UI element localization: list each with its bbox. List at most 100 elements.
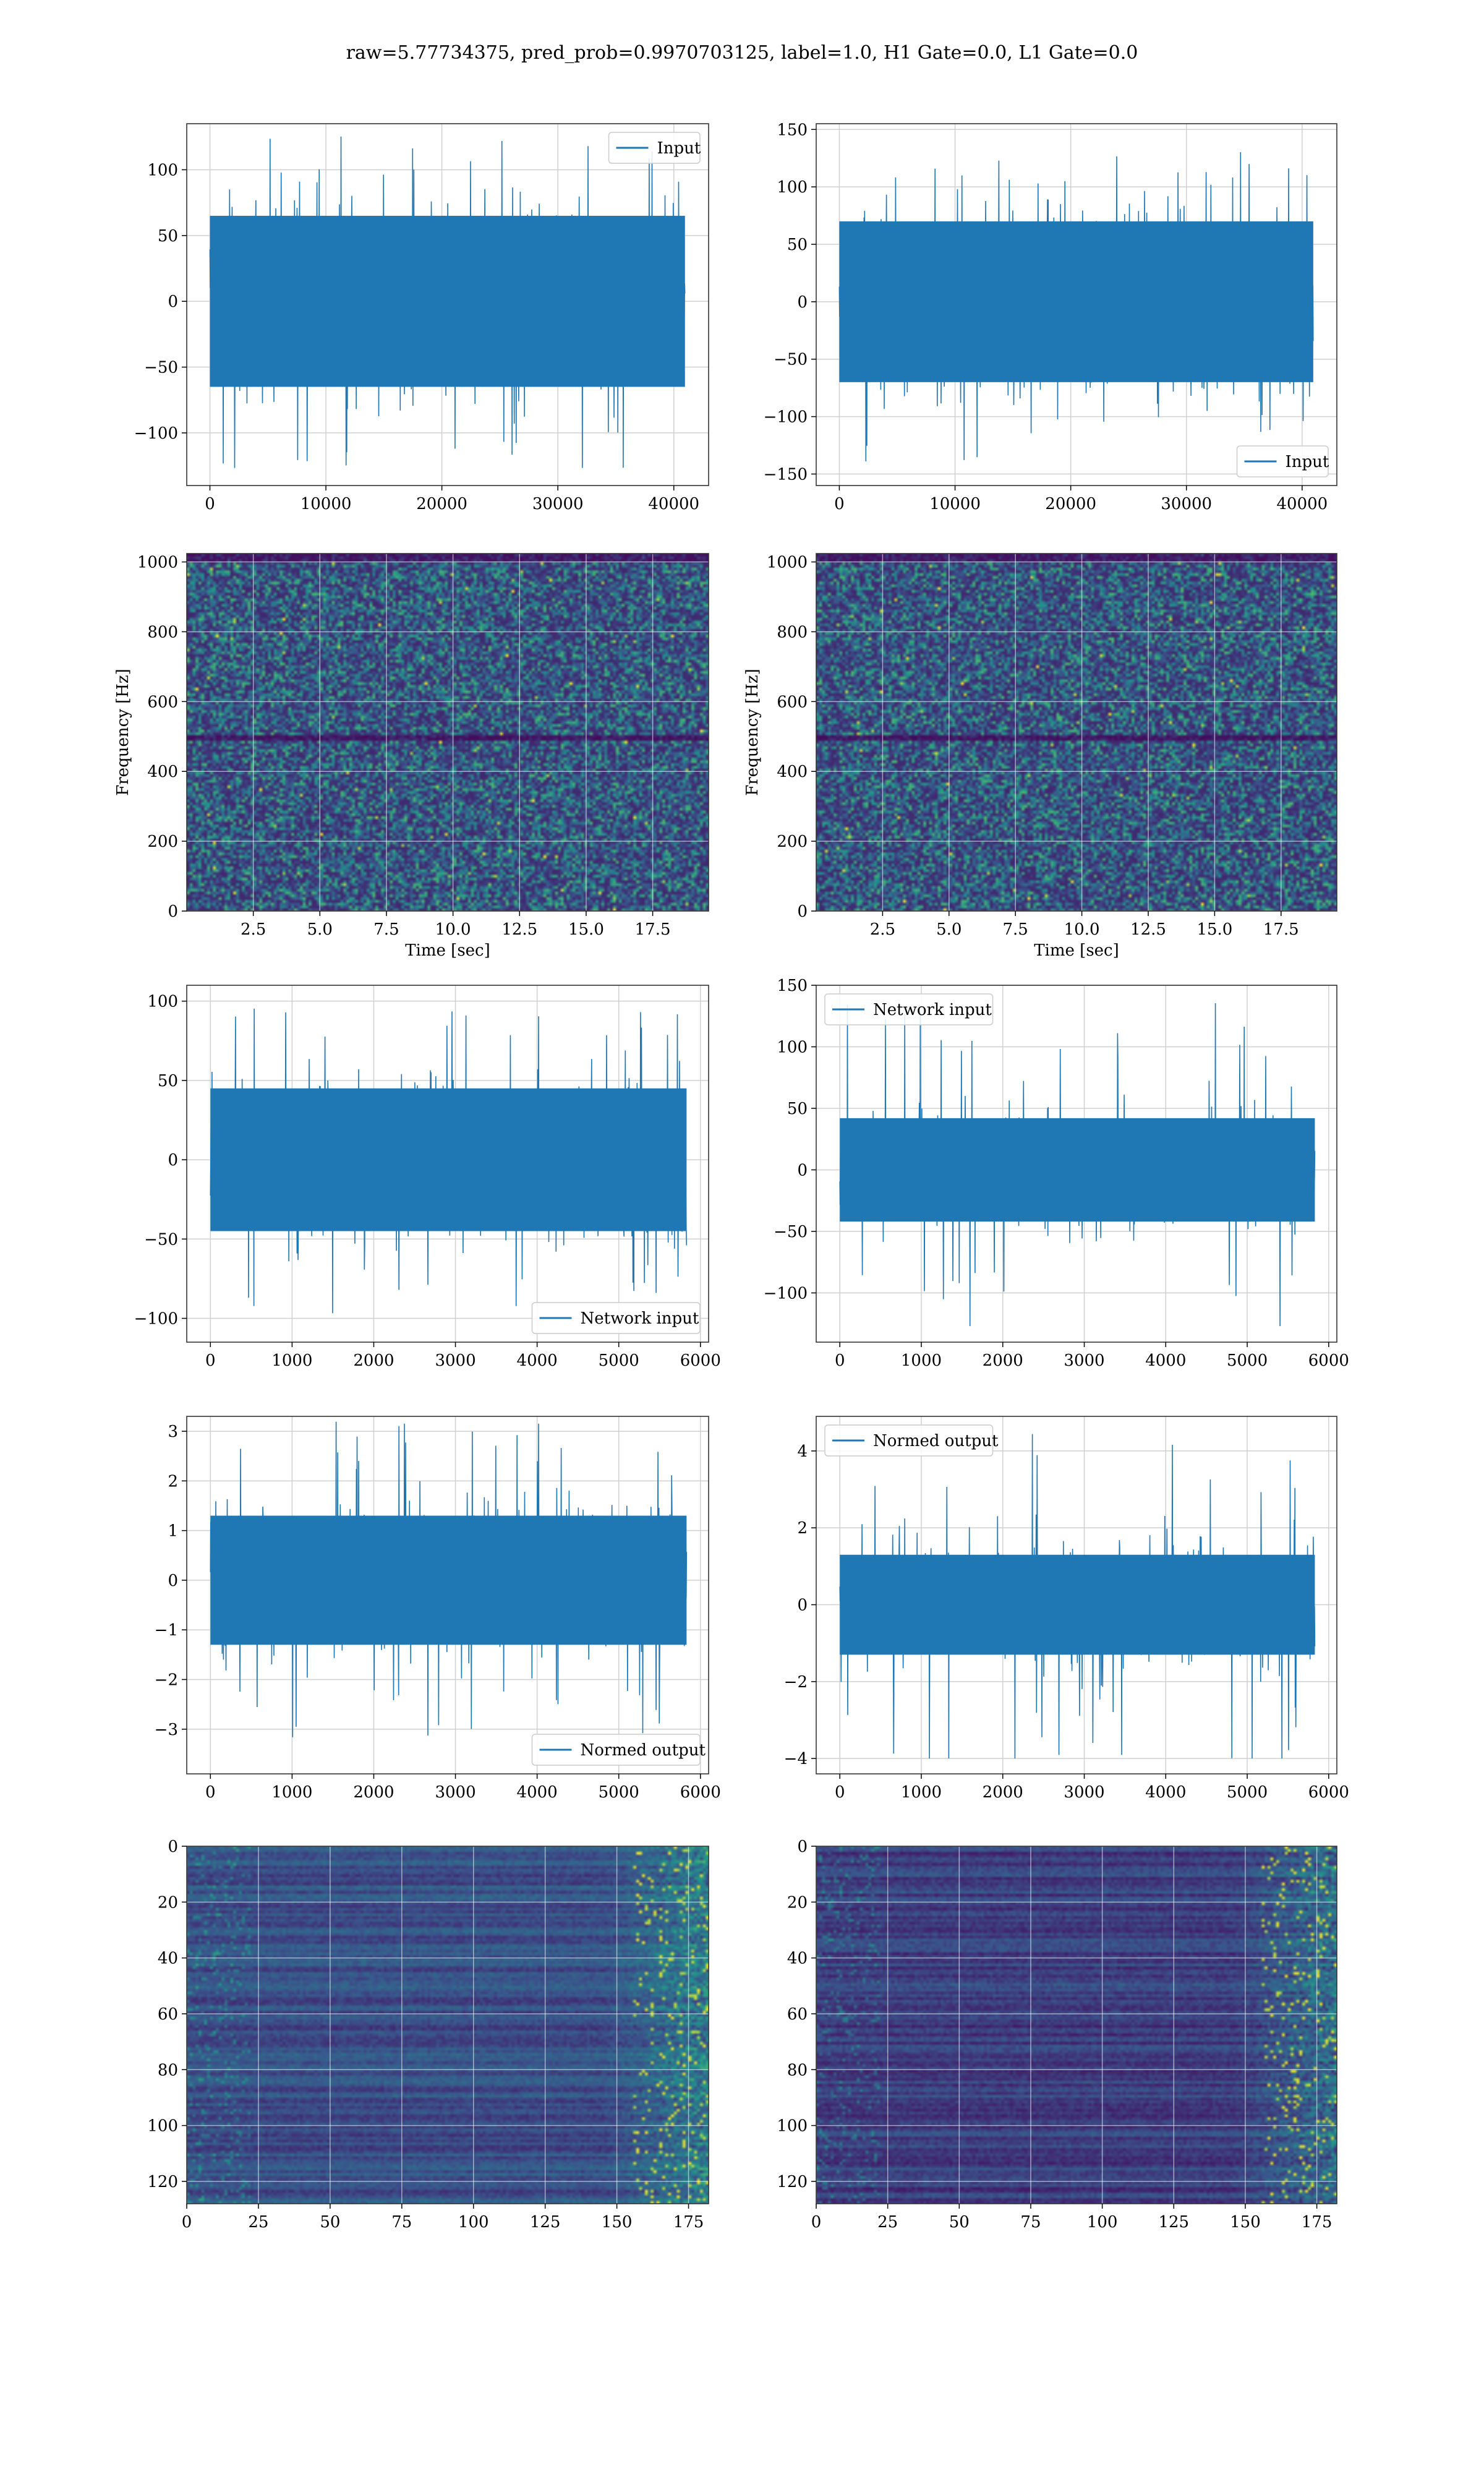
x-tick-label: 125 bbox=[1158, 2213, 1189, 2232]
tick-labels: 2.5 5.0 7.5 10.0 12.5 15.0 17.5 0 200 400 600 800 10… bbox=[137, 554, 671, 939]
x-tick-label: 4000 bbox=[1145, 1351, 1186, 1370]
y-tick-label: 600 bbox=[147, 693, 178, 711]
y-tick-label: 100 bbox=[147, 161, 178, 179]
x-tick-label: 15.0 bbox=[568, 920, 604, 939]
y-tick-label: 400 bbox=[147, 763, 178, 781]
axes-frame bbox=[186, 553, 709, 912]
legend: Network input bbox=[824, 993, 994, 1025]
x-tick-label: 6000 bbox=[1308, 1351, 1349, 1370]
x-tick-label: 2000 bbox=[353, 1783, 394, 1802]
y-axis-label: Frequency [Hz] bbox=[114, 669, 132, 796]
x-tick-label: 5000 bbox=[1227, 1351, 1268, 1370]
axes-frame bbox=[816, 123, 1337, 486]
axes-frame bbox=[186, 123, 709, 486]
tick-labels: 0 10000 20000 30000 40000 −150 −100 −50 0 50 100 15… bbox=[764, 121, 1328, 513]
x-tick-label: 5.0 bbox=[936, 920, 962, 939]
x-tick-label: 3000 bbox=[435, 1783, 475, 1802]
x-tick-label: 10.0 bbox=[435, 920, 471, 939]
x-tick-label: 5000 bbox=[599, 1351, 639, 1370]
chart-panel-p3: 2.5 5.0 7.5 10.0 12.5 15.0 17.5 0 200 400 600 800 10… bbox=[114, 553, 709, 960]
legend: Normed output bbox=[824, 1424, 999, 1457]
x-tick-label: 175 bbox=[673, 2213, 704, 2232]
tick-labels: 0 1000 2000 3000 4000 5000 6000 −100 −50 0 50 100 15… bbox=[764, 977, 1349, 1370]
x-tick-label: 2000 bbox=[983, 1783, 1023, 1802]
axes-frame bbox=[816, 553, 1337, 912]
x-tick-label: 30000 bbox=[532, 495, 584, 513]
tick-labels: 0 10000 20000 30000 40000 −100 −50 0 50 100 bbox=[134, 161, 700, 513]
y-tick-label: 0 bbox=[168, 902, 178, 921]
grid-lines bbox=[187, 554, 709, 912]
y-tick-label: −50 bbox=[144, 1230, 178, 1249]
y-tick-label: 50 bbox=[158, 227, 178, 246]
legend-box bbox=[608, 132, 701, 164]
x-tick-label: 4000 bbox=[517, 1351, 558, 1370]
y-tick-label: 50 bbox=[787, 1100, 808, 1118]
legend-label: Network input bbox=[581, 1309, 699, 1328]
y-tick-label: 0 bbox=[168, 293, 178, 311]
x-tick-label: 1000 bbox=[271, 1783, 312, 1802]
x-tick-label: 3000 bbox=[435, 1351, 475, 1370]
y-tick-label: 0 bbox=[797, 293, 808, 312]
x-tick-label: 3000 bbox=[1064, 1783, 1104, 1802]
y-tick-label: −50 bbox=[774, 351, 808, 369]
figure-title: raw=5.77734375, pred_prob=0.9970703125, … bbox=[346, 42, 1138, 64]
x-axis-label: Time [sec] bbox=[405, 941, 490, 960]
x-tick-label: 0 bbox=[835, 1351, 845, 1370]
legend-label: Input bbox=[657, 139, 701, 158]
y-tick-label: −100 bbox=[764, 408, 808, 427]
y-tick-label: −4 bbox=[784, 1750, 808, 1768]
x-tick-label: 10.0 bbox=[1064, 920, 1100, 939]
y-tick-label: −1 bbox=[155, 1621, 178, 1640]
series-band bbox=[840, 1554, 1315, 1655]
y-tick-label: 120 bbox=[777, 2173, 808, 2191]
y-tick-label: 100 bbox=[147, 993, 178, 1011]
y-tick-label: 1000 bbox=[767, 554, 808, 572]
heatmap-image bbox=[187, 1846, 709, 2204]
x-tick-label: 40000 bbox=[1277, 495, 1328, 513]
y-tick-label: −50 bbox=[774, 1223, 808, 1241]
x-tick-label: 6000 bbox=[680, 1351, 721, 1370]
legend-label: Input bbox=[1286, 453, 1329, 471]
y-tick-label: −150 bbox=[764, 465, 808, 484]
legend-box bbox=[531, 1734, 701, 1766]
x-tick-label: 50 bbox=[949, 2213, 970, 2232]
y-tick-label: 200 bbox=[777, 833, 808, 851]
x-tick-label: 25 bbox=[248, 2213, 268, 2232]
y-tick-label: 150 bbox=[777, 121, 808, 139]
x-tick-label: 4000 bbox=[517, 1783, 558, 1802]
x-tick-label: 7.5 bbox=[1003, 920, 1028, 939]
y-tick-label: 40 bbox=[787, 1950, 808, 1968]
x-tick-label: 0 bbox=[205, 495, 215, 513]
y-tick-label: 40 bbox=[158, 1950, 178, 1968]
x-tick-label: 175 bbox=[1302, 2213, 1333, 2232]
x-tick-label: 0 bbox=[205, 1783, 216, 1802]
chart-panel-p2: Input 0 10000 20000 30000 40000 −150 −100 −50 0 50… bbox=[764, 121, 1337, 513]
y-tick-label: 800 bbox=[777, 623, 808, 641]
x-tick-label: 10000 bbox=[929, 495, 981, 513]
y-tick-label: 1000 bbox=[137, 554, 178, 572]
x-tick-label: 150 bbox=[1230, 2213, 1261, 2232]
heatmap-image bbox=[816, 1846, 1337, 2204]
legend-label: Normed output bbox=[873, 1432, 999, 1450]
axes-frame bbox=[186, 985, 709, 1343]
tick-labels: 2.5 5.0 7.5 10.0 12.5 15.0 17.5 0 200 400 600 800 10… bbox=[767, 554, 1299, 939]
y-tick-label: 80 bbox=[787, 2061, 808, 2079]
chart-panel-p4: 2.5 5.0 7.5 10.0 12.5 15.0 17.5 0 200 400 600 800 10… bbox=[743, 553, 1337, 960]
x-axis-label: Time [sec] bbox=[1034, 941, 1119, 960]
y-tick-label: 2 bbox=[797, 1519, 808, 1538]
y-tick-label: 3 bbox=[168, 1423, 178, 1441]
legend-box bbox=[531, 1302, 701, 1334]
x-tick-label: 20000 bbox=[416, 495, 467, 513]
x-tick-label: 0 bbox=[182, 2213, 192, 2232]
y-tick-label: 100 bbox=[777, 2117, 808, 2136]
y-tick-label: 0 bbox=[168, 1838, 178, 1856]
chart-panel-p10: 0 25 50 75 100 125 150 175 0 20 40 60 80 100 120 bbox=[777, 1838, 1337, 2232]
y-tick-label: 2 bbox=[168, 1472, 178, 1491]
y-tick-label: 1 bbox=[168, 1522, 178, 1541]
x-tick-label: 150 bbox=[602, 2213, 633, 2232]
x-tick-label: 100 bbox=[458, 2213, 489, 2232]
x-tick-label: 2000 bbox=[353, 1351, 394, 1370]
